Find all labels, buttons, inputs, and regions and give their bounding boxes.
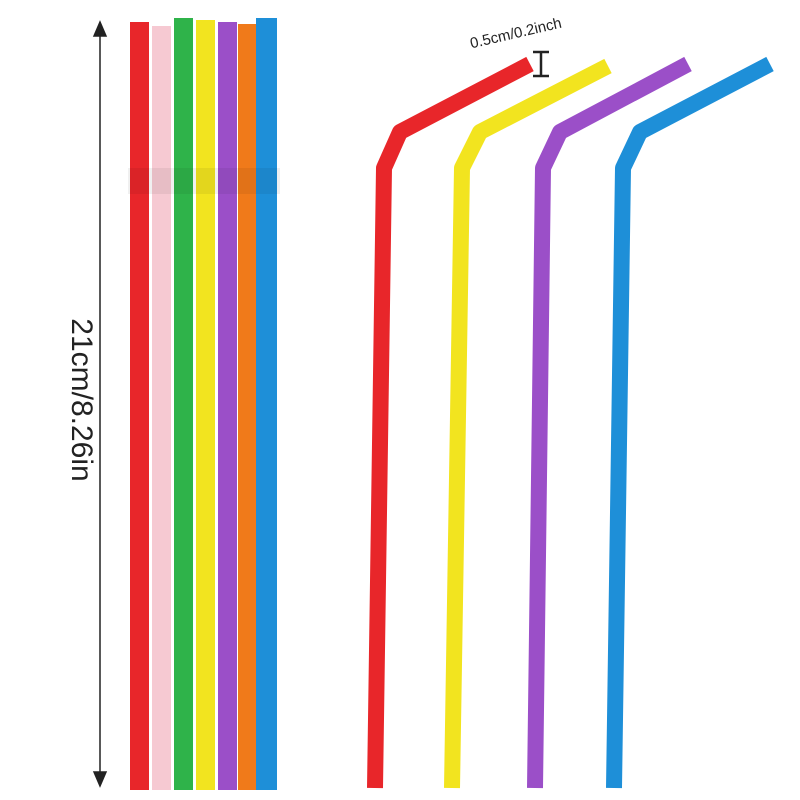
straw — [367, 56, 534, 789]
straw — [527, 56, 692, 789]
straw — [196, 20, 215, 790]
straw — [174, 18, 193, 790]
bend-section — [128, 168, 280, 194]
straw — [152, 26, 171, 790]
straw — [256, 18, 277, 790]
bent-straws — [367, 56, 774, 789]
length-label: 21cm/8.26in — [65, 318, 98, 481]
straw — [130, 22, 149, 790]
straw — [238, 24, 257, 790]
straw — [606, 56, 774, 789]
straw — [444, 58, 612, 789]
straight-straws — [128, 18, 280, 790]
length-arrow — [92, 20, 108, 788]
straw — [218, 22, 237, 790]
diameter-marker — [533, 50, 549, 78]
